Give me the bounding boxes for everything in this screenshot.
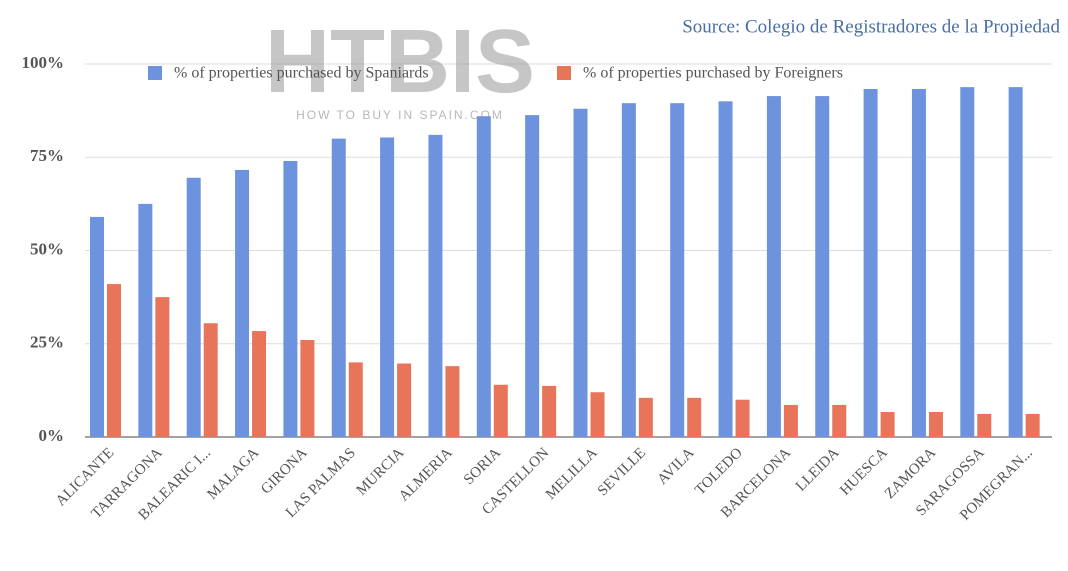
bar [380,137,395,437]
legend-label: % of properties purchased by Spaniards [174,65,429,82]
bar [621,103,636,437]
bar [203,323,218,437]
legend-label: % of properties purchased by Foreigners [583,65,843,82]
bar [1008,87,1023,437]
bar [815,96,830,437]
bar [397,363,412,437]
bar [348,362,363,437]
legend-swatch [148,66,162,80]
bar [911,88,926,437]
bar [573,108,588,437]
bar [542,385,557,437]
bar [235,169,250,437]
x-tick-label: LLEIDA [793,445,843,495]
bar [1025,413,1040,437]
watermark-tagline: HOW TO BUY IN SPAIN.COM [296,108,504,122]
bar [960,87,975,437]
x-tick-label: MELILLA [543,445,601,503]
bar [445,366,460,437]
y-tick-label: 0% [39,426,65,445]
bar [428,134,443,437]
bar [590,392,605,437]
chart-subtitle: Source: Colegio de Registradores de la P… [682,16,1060,37]
x-tick-label: SORIA [461,445,504,488]
bar [493,384,508,437]
bar [687,397,702,437]
bar [735,399,750,437]
x-tick-label: SEVILLE [595,445,649,499]
bar [863,88,878,437]
bar [977,413,992,437]
x-tick-label: AVILA [655,445,698,488]
bar [107,284,121,437]
bar [186,177,201,437]
bar [928,412,943,437]
bar [766,96,781,437]
bar [300,340,315,437]
bar [331,138,346,437]
bar [783,404,798,437]
watermark-brand: HTBIS [265,12,535,112]
y-tick-label: 25% [30,333,64,352]
bar [832,404,847,437]
bar [283,160,298,438]
bar [525,115,540,437]
bar [670,103,685,437]
y-tick-label: 75% [30,146,64,165]
bar [476,116,491,437]
bar [718,101,733,438]
legend-swatch [557,66,571,80]
y-tick-label: 100% [22,53,65,72]
bar [90,216,104,437]
bar [138,203,153,437]
x-tick-label: MALAGA [204,445,262,503]
bar [880,412,895,437]
bar [638,397,653,437]
y-tick-label: 50% [30,239,64,258]
bar [155,297,170,437]
bar [252,331,267,437]
x-tick-label: ALMERIA [396,445,456,505]
